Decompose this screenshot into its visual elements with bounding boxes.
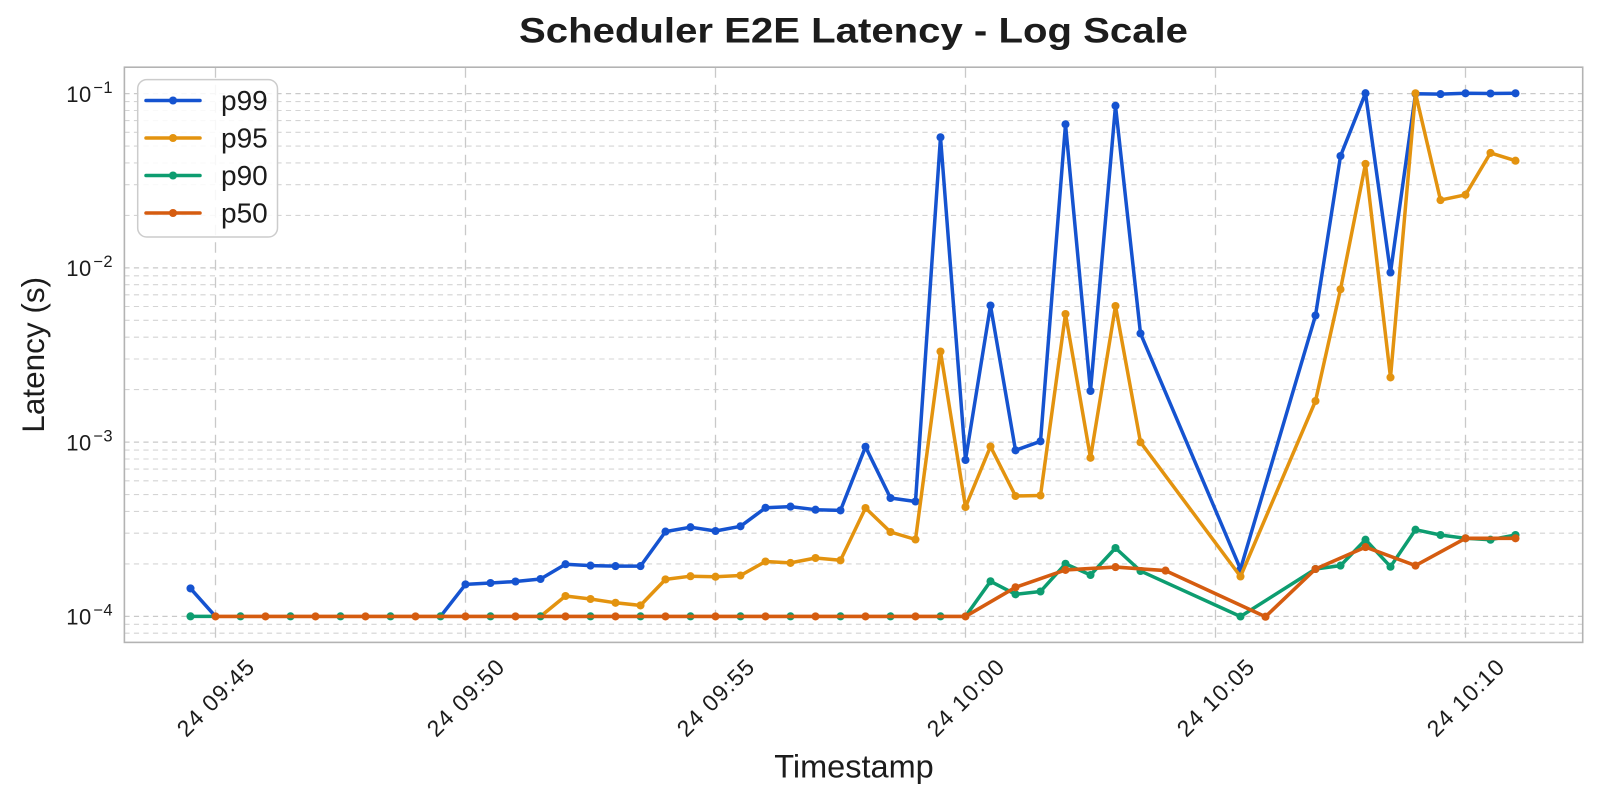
svg-text:Timestamp: Timestamp xyxy=(774,749,934,785)
svg-text:Latency (s): Latency (s) xyxy=(15,277,51,433)
svg-text:Scheduler E2E Latency - Log Sc: Scheduler E2E Latency - Log Scale xyxy=(519,12,1188,51)
svg-text:p90: p90 xyxy=(221,160,268,191)
svg-text:p50: p50 xyxy=(221,198,268,229)
svg-text:10−3: 10−3 xyxy=(66,427,113,455)
svg-text:p95: p95 xyxy=(221,123,268,154)
svg-text:p99: p99 xyxy=(221,85,268,116)
svg-text:10−1: 10−1 xyxy=(66,79,113,107)
